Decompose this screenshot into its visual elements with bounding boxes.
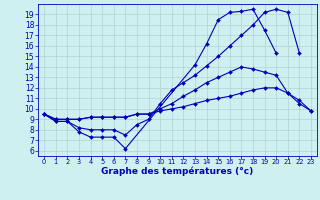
X-axis label: Graphe des températures (°c): Graphe des températures (°c): [101, 167, 254, 176]
